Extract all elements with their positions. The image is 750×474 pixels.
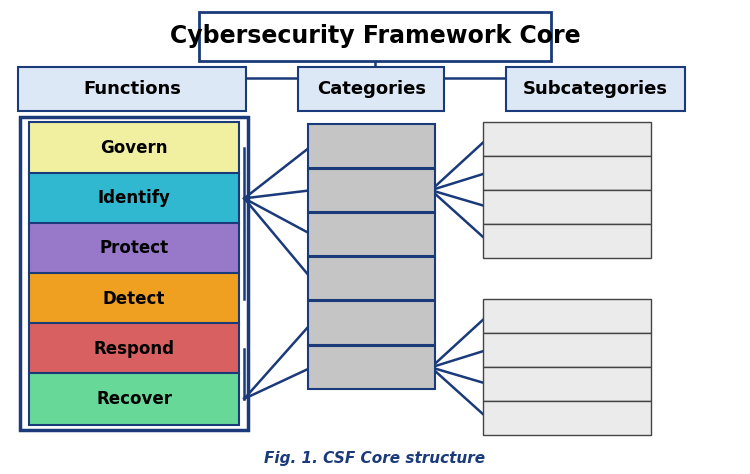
FancyBboxPatch shape	[483, 367, 652, 401]
FancyBboxPatch shape	[200, 12, 550, 61]
FancyBboxPatch shape	[308, 257, 435, 301]
FancyBboxPatch shape	[29, 173, 239, 224]
FancyBboxPatch shape	[483, 333, 652, 367]
FancyBboxPatch shape	[483, 299, 652, 333]
FancyBboxPatch shape	[308, 124, 435, 168]
FancyBboxPatch shape	[20, 117, 248, 430]
FancyBboxPatch shape	[29, 273, 239, 324]
Text: Detect: Detect	[103, 290, 165, 308]
Text: Protect: Protect	[100, 239, 169, 257]
FancyBboxPatch shape	[18, 67, 246, 111]
Text: Fig. 1. CSF Core structure: Fig. 1. CSF Core structure	[265, 451, 485, 466]
Text: Govern: Govern	[100, 139, 168, 157]
Text: Identify: Identify	[98, 189, 170, 207]
FancyBboxPatch shape	[29, 323, 239, 374]
FancyBboxPatch shape	[483, 122, 652, 156]
FancyBboxPatch shape	[29, 373, 239, 425]
FancyBboxPatch shape	[29, 122, 239, 174]
FancyBboxPatch shape	[483, 156, 652, 190]
FancyBboxPatch shape	[308, 169, 435, 212]
FancyBboxPatch shape	[308, 346, 435, 389]
FancyBboxPatch shape	[483, 190, 652, 224]
Text: Functions: Functions	[83, 80, 181, 98]
FancyBboxPatch shape	[298, 67, 444, 111]
FancyBboxPatch shape	[308, 301, 435, 345]
Text: Recover: Recover	[96, 390, 172, 408]
FancyBboxPatch shape	[308, 213, 435, 256]
FancyBboxPatch shape	[506, 67, 685, 111]
Text: Subcategories: Subcategories	[523, 80, 668, 98]
FancyBboxPatch shape	[483, 401, 652, 435]
FancyBboxPatch shape	[483, 224, 652, 257]
Text: Cybersecurity Framework Core: Cybersecurity Framework Core	[170, 25, 580, 48]
Text: Categories: Categories	[316, 80, 426, 98]
Text: Respond: Respond	[94, 340, 175, 358]
FancyBboxPatch shape	[29, 223, 239, 274]
